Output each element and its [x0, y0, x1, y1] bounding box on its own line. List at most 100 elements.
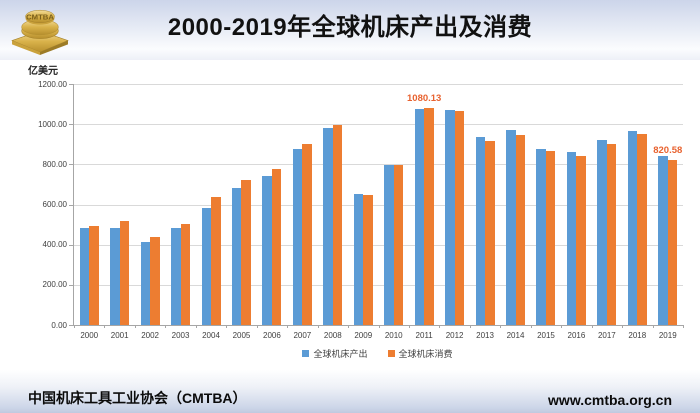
- bar-全球机床消费-2014: [515, 135, 526, 325]
- y-axis-unit-label: 亿美元: [28, 66, 58, 77]
- y-axis-tick: [69, 164, 73, 166]
- bar-全球机床产出-2017: [597, 140, 607, 325]
- x-axis-tick: [683, 325, 684, 328]
- bar-全球机床消费-2005: [241, 180, 251, 325]
- bar-全球机床消费-2006: [271, 169, 282, 325]
- legend-label-consumption: 全球机床消费: [398, 349, 453, 359]
- bar-全球机床产出-2004: [201, 207, 212, 325]
- y-axis-tick: [69, 84, 73, 85]
- logo-base-side-right: [40, 40, 68, 56]
- x-axis-tick: [287, 325, 289, 328]
- x-axis-tick-label: 2002: [141, 331, 159, 340]
- bar-全球机床消费-2007: [302, 144, 312, 325]
- gridline: [74, 164, 683, 166]
- x-axis-tick-label: 2015: [537, 331, 555, 340]
- chart-area: 亿美元 0.00 200.00 400.00 600.00 800.00 1000.00 1…: [0, 60, 700, 370]
- legend-item-consumption: 全球机床消费: [387, 347, 453, 360]
- x-axis-tick-label: 2013: [476, 331, 494, 340]
- x-axis-tick: [439, 325, 441, 328]
- chart-legend: 全球机床产出 全球机床消费: [73, 347, 682, 360]
- gridline: [74, 244, 683, 246]
- x-axis-tick: [317, 325, 319, 328]
- x-axis-tick-label: 2001: [110, 331, 129, 340]
- x-axis-tick: [408, 325, 410, 328]
- legend-item-output: 全球机床产出: [302, 347, 368, 360]
- bar-全球机床消费-2016: [576, 156, 586, 325]
- gridline: [74, 204, 683, 206]
- x-axis-tick-label: 2006: [263, 331, 281, 340]
- y-axis-tick: [69, 284, 73, 286]
- x-axis-tick-label: 2014: [506, 331, 525, 340]
- x-axis-tick-label: 2000: [80, 331, 99, 340]
- bar-全球机床产出-2015: [536, 149, 546, 325]
- bar-全球机床消费-2010: [393, 165, 404, 325]
- y-axis-tick-label: 400.00: [42, 240, 67, 250]
- x-axis-tick: [378, 325, 380, 328]
- cmtba-logo: CMTBA: [11, 9, 69, 56]
- y-axis-tick: [69, 244, 73, 246]
- x-axis-tick: [74, 325, 75, 328]
- y-axis-tick-label: 1200.00: [38, 79, 67, 89]
- y-axis-tick: [69, 204, 73, 206]
- bar-全球机床产出-2016: [566, 152, 577, 325]
- x-axis-tick-label: 2011: [415, 331, 433, 340]
- gridline: [74, 124, 683, 126]
- bar-全球机床产出-2007: [292, 149, 303, 325]
- x-axis-tick-label: 2012: [445, 331, 464, 340]
- x-axis-tick-label: 2018: [628, 331, 647, 340]
- x-axis-tick: [652, 325, 654, 328]
- bar-全球机床产出-2000: [79, 227, 90, 325]
- x-axis-tick: [348, 325, 350, 328]
- bar-chart-plot: 0.00 200.00 400.00 600.00 800.00 1000.00 1200.…: [38, 80, 684, 340]
- x-axis-tick-label: 2019: [658, 331, 677, 340]
- bar-全球机床产出-2014: [506, 130, 516, 325]
- x-axis-tick-label: 2007: [293, 331, 312, 340]
- x-axis-tick-label: 2004: [202, 331, 220, 340]
- x-axis-tick: [500, 325, 502, 328]
- bar-全球机床产出-2005: [231, 188, 242, 325]
- x-axis-tick-label: 2003: [171, 331, 190, 340]
- data-label-2019: 820.58: [653, 145, 683, 157]
- x-axis-tick: [104, 325, 106, 328]
- footer-org-name: 中国机床工具工业协会（CMTBA）: [28, 390, 247, 406]
- bar-全球机床消费-2002: [150, 236, 160, 325]
- y-axis-tick-label: 200.00: [42, 280, 67, 290]
- y-axis-tick-label: 800.00: [42, 159, 67, 169]
- bar-全球机床消费-2008: [332, 125, 343, 325]
- legend-swatch-output: [302, 350, 310, 357]
- legend-label-output: 全球机床产出: [313, 349, 368, 359]
- bar-全球机床产出-2006: [262, 176, 272, 325]
- y-axis-tick-label: 600.00: [42, 200, 67, 209]
- x-axis-tick-label: 2016: [567, 331, 586, 340]
- logo-disc-top: [25, 9, 55, 23]
- bar-全球机床产出-2009: [353, 194, 364, 325]
- bar-全球机床产出-2010: [384, 165, 394, 325]
- logo-base-side-left: [12, 40, 41, 56]
- footer: 中国机床工具工业协会（CMTBA） www.cmtba.org.cn: [0, 370, 700, 413]
- footer-website-url: www.cmtba.org.cn: [548, 392, 672, 408]
- x-axis-tick: [195, 325, 197, 328]
- header: CMTBA 2000-2019年全球机床产出及消费: [0, 0, 700, 60]
- data-label-2011: 1080.13: [407, 93, 442, 105]
- page-title: 2000-2019年全球机床产出及消费: [167, 14, 533, 41]
- legend-swatch-consumption: [387, 350, 395, 357]
- x-axis-tick: [561, 325, 563, 328]
- x-axis-tick: [256, 325, 258, 328]
- x-axis-tick: [622, 325, 624, 328]
- x-axis-tick-label: 2010: [384, 331, 403, 340]
- gridline: [74, 284, 683, 286]
- bar-全球机床产出-2002: [140, 241, 151, 325]
- bar-全球机床产出-2013: [475, 137, 486, 325]
- y-axis-tick: [69, 124, 73, 126]
- x-axis-tick: [591, 325, 593, 328]
- x-axis-tick-label: 2017: [597, 331, 616, 340]
- bar-全球机床消费-2012: [454, 110, 465, 325]
- bar-全球机床消费-2004: [211, 197, 221, 325]
- x-axis-tick-label: 2008: [323, 331, 342, 340]
- bar-全球机床消费-2015: [545, 151, 556, 325]
- bar-全球机床产出-2012: [445, 110, 455, 325]
- bar-全球机床产出-2003: [171, 227, 181, 325]
- y-axis-tick-label: 0.00: [51, 320, 67, 330]
- x-axis-tick: [134, 325, 136, 328]
